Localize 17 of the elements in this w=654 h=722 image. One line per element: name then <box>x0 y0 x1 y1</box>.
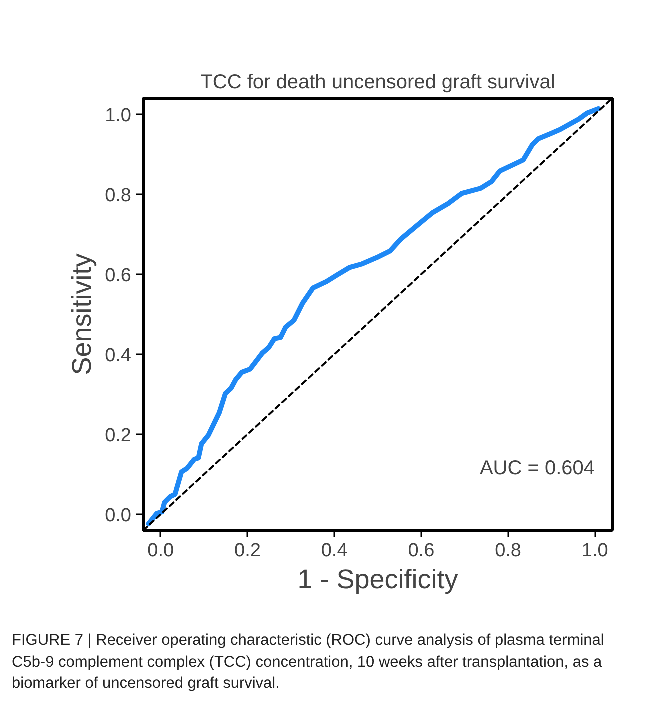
y-tick-label: 0.0 <box>105 506 132 526</box>
x-tick-label: 0.4 <box>321 540 348 562</box>
x-tick-label: 1.0 <box>582 540 608 562</box>
x-tick-label: 0.6 <box>408 540 435 562</box>
x-axis-title: 1 - Specificity <box>298 564 459 594</box>
x-tick-label: 0.2 <box>234 540 261 562</box>
caption: FIGURE 7 | Receiver operating characteristic (ROC) curve analysis of plasma terminal C5b-9 complement complex (TCC) concentration, 10 weeks after transplantation, as a biomarker of uncensored graft survival. <box>12 631 606 694</box>
y-tick-label: 0.4 <box>105 346 132 366</box>
y-tick-label: 0.6 <box>105 266 132 286</box>
x-tick-label: 0.8 <box>495 540 522 562</box>
x-tick-label: 0.0 <box>148 540 174 562</box>
y-tick-label: 0.8 <box>105 186 132 206</box>
y-axis-title: Sensitivity <box>67 253 98 376</box>
y-tick-label: 1.0 <box>105 106 132 126</box>
y-tick-label: 0.2 <box>105 426 132 446</box>
annotation: AUC = 0.604 <box>480 458 596 480</box>
chart-title: TCC for death uncensored graft survival <box>200 72 556 94</box>
